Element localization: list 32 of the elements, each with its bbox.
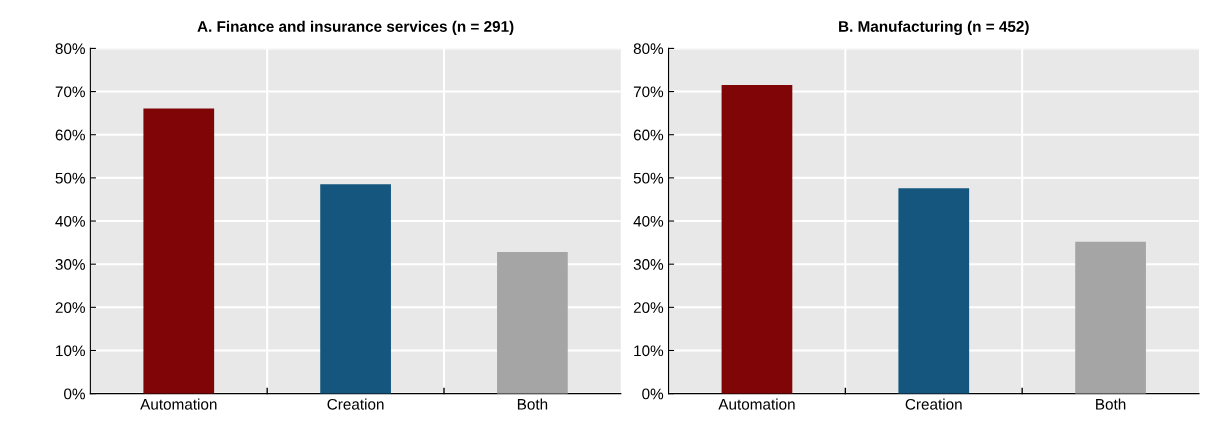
y-tick-label: 20% — [633, 302, 664, 314]
y-tick-label: 40% — [55, 215, 85, 227]
x-tick-label: Both — [517, 398, 548, 410]
y-tick-label: 30% — [633, 259, 664, 270]
x-tick-label: Automation — [140, 398, 217, 410]
bar — [320, 184, 391, 394]
chart-title: B. Manufacturing (n = 452) — [839, 20, 1029, 35]
y-tick-label: 80% — [55, 43, 85, 55]
x-tick-label: Creation — [905, 398, 962, 410]
x-tick-label: Automation — [718, 398, 795, 410]
y-tick-label: 10% — [56, 345, 85, 357]
y-tick-label: 50% — [55, 172, 85, 184]
y-tick-label: 0% — [642, 388, 664, 400]
bar — [497, 252, 568, 394]
y-tick-label: 80% — [633, 43, 664, 55]
y-tick-label: 60% — [55, 129, 85, 141]
y-tick-label: 10% — [634, 345, 664, 357]
y-tick-label: 50% — [633, 172, 664, 184]
bar — [1075, 241, 1146, 394]
y-tick-label: 30% — [55, 259, 85, 270]
bar — [898, 188, 970, 394]
y-tick-label: 60% — [633, 129, 664, 141]
y-tick-label: 70% — [633, 86, 664, 98]
x-tick-label: Creation — [327, 398, 384, 410]
y-tick-label: 40% — [633, 215, 664, 227]
y-tick-label: 20% — [55, 302, 85, 314]
y-tick-label: 0% — [64, 388, 85, 400]
bar — [143, 108, 215, 394]
y-tick-label: 70% — [55, 86, 85, 98]
chart-title: A. Finance and insurance services (n = 291) — [197, 20, 514, 35]
x-tick-label: Both — [1096, 398, 1126, 410]
bar — [721, 85, 793, 394]
